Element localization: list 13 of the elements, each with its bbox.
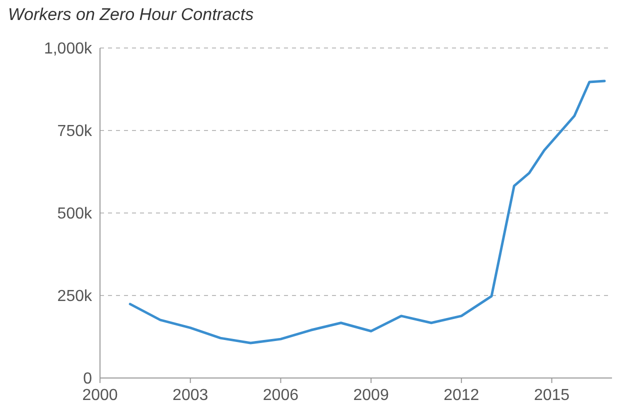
x-tick-label: 2009: [353, 387, 389, 404]
line-series: [128, 80, 606, 344]
chart-title: Workers on Zero Hour Contracts: [8, 5, 254, 24]
y-tick-label: 250k: [57, 288, 93, 306]
x-tick-label: 2003: [172, 387, 208, 404]
x-tick-label: 2000: [82, 387, 118, 404]
x-tick-label: 2015: [534, 387, 570, 404]
x-tick-label: 2006: [262, 387, 299, 404]
y-tick-label: 0: [83, 370, 92, 388]
y-tick-label: 1,000k: [44, 40, 93, 58]
x-tick-label: 2012: [444, 387, 480, 404]
y-tick-label: 500k: [57, 206, 93, 223]
y-tick-label: 750k: [57, 123, 93, 140]
